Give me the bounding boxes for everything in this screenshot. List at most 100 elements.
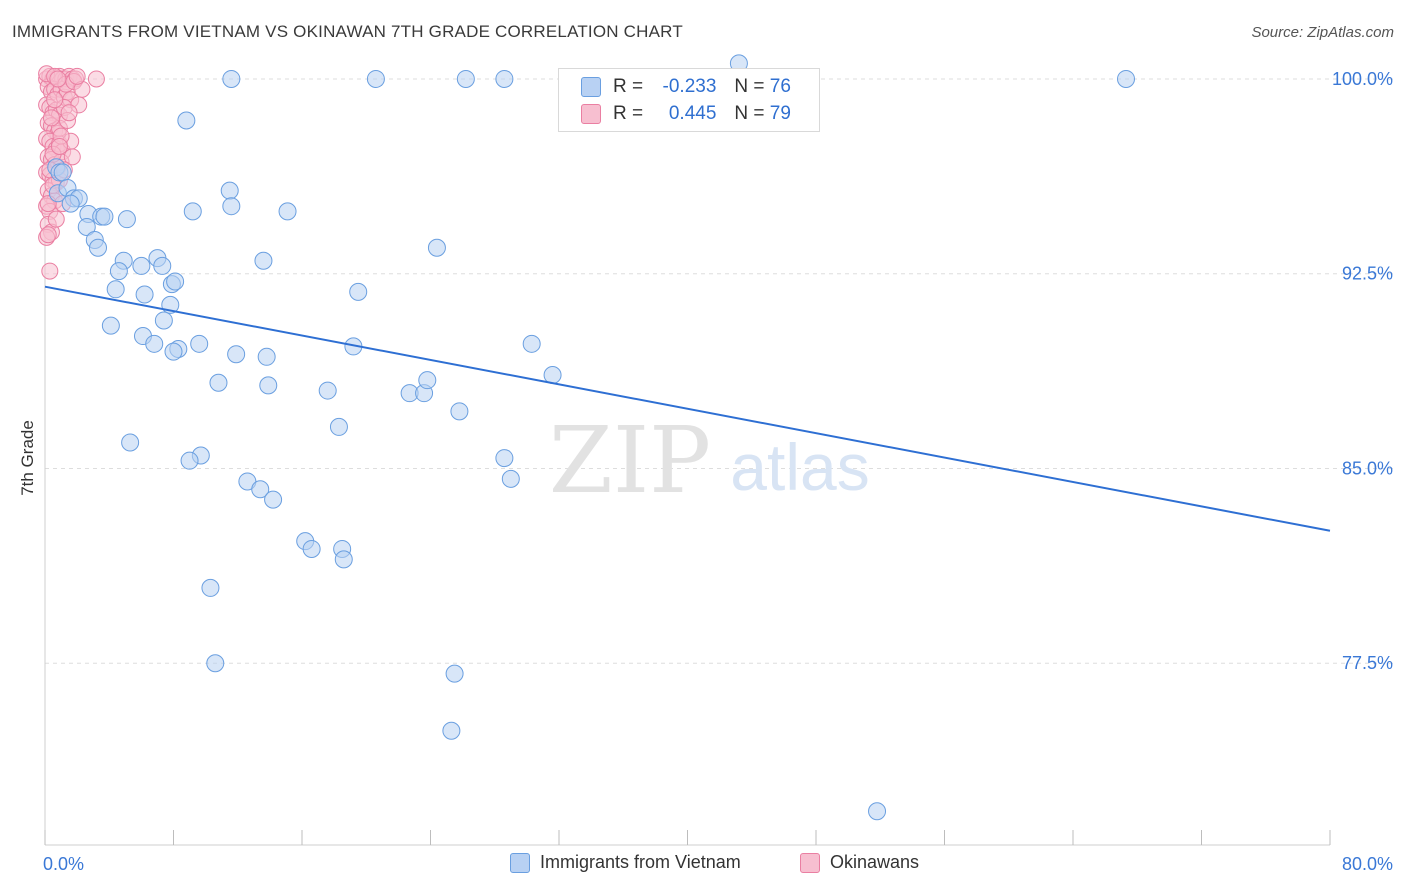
okinawans-r-value: 0.445 xyxy=(668,103,717,124)
r-label: R = xyxy=(613,103,644,124)
vietnam-point xyxy=(209,373,228,392)
y-tick-label: 77.5% xyxy=(1342,653,1393,673)
watermark-atlas: atlas xyxy=(730,430,869,504)
y-tick-label: 92.5% xyxy=(1342,264,1393,284)
vietnam-points xyxy=(47,54,1136,821)
vietnam-point xyxy=(227,345,246,364)
okinawans-point xyxy=(46,91,64,109)
vietnam-point xyxy=(257,347,276,366)
vietnam-point xyxy=(222,69,241,88)
x-tick-label-max: 80.0% xyxy=(1342,854,1393,874)
vietnam-point xyxy=(318,381,337,400)
vietnam-point xyxy=(53,163,72,182)
vietnam-point xyxy=(254,251,273,270)
okinawans-point xyxy=(60,104,78,122)
vietnam-point xyxy=(418,371,437,390)
vietnam-point xyxy=(135,285,154,304)
vietnam-point xyxy=(117,210,136,229)
watermark-zip: ZIP xyxy=(549,407,711,514)
vietnam-point xyxy=(154,311,173,330)
vietnam-point xyxy=(366,69,385,88)
vietnam-point xyxy=(1117,69,1136,88)
vietnam-point xyxy=(456,69,475,88)
trendline-group xyxy=(44,285,1331,532)
vietnam-point xyxy=(166,272,185,291)
vietnam-point xyxy=(177,111,196,130)
vietnam-point xyxy=(495,69,514,88)
n-label: N = xyxy=(734,76,765,97)
okinawans-legend-swatch xyxy=(800,852,820,873)
okinawans-point xyxy=(47,210,65,228)
watermark: ZIP atlas xyxy=(549,407,870,514)
okinawans-point xyxy=(50,137,68,155)
okinawans-point xyxy=(41,262,59,280)
vietnam-point xyxy=(329,417,348,436)
vietnam-legend-label: Immigrants from Vietnam xyxy=(540,852,741,872)
okinawans-n-value: 79 xyxy=(769,103,791,124)
vietnam-point xyxy=(220,181,239,200)
gridlines xyxy=(45,78,1395,664)
chart-title: IMMIGRANTS FROM VIETNAM VS OKINAWAN 7TH … xyxy=(12,22,683,41)
vietnam-point xyxy=(278,202,297,221)
vietnam-point xyxy=(101,316,120,335)
legend-row-vietnam: R = -0.233 N = 76 xyxy=(581,75,791,99)
vietnam-point xyxy=(302,539,321,558)
vietnam-point xyxy=(77,217,96,236)
vietnam-point xyxy=(501,469,520,488)
vietnam-point xyxy=(259,376,278,395)
okinawans-point xyxy=(49,70,67,88)
vietnam-point xyxy=(264,490,283,509)
okinawans-point xyxy=(39,226,57,244)
okinawans-legend-label: Okinawans xyxy=(830,852,920,872)
okinawans-swatch xyxy=(581,104,601,124)
vietnam-point xyxy=(543,365,562,384)
vietnam-point xyxy=(222,197,241,216)
vietnam-point xyxy=(180,451,199,470)
vietnam-point xyxy=(145,334,164,353)
vietnam-point xyxy=(190,334,209,353)
y-tick-label: 85.0% xyxy=(1342,458,1393,478)
vietnam-point xyxy=(95,207,114,226)
vietnam-point xyxy=(445,664,464,683)
okinawans-point xyxy=(87,70,105,88)
okinawans-point xyxy=(68,67,86,85)
vietnam-point xyxy=(153,256,172,275)
vietnam-point xyxy=(89,238,108,257)
stats-legend: R = -0.233 N = 76 R = 0.445 N = 79 xyxy=(558,68,820,132)
vietnam-point xyxy=(334,550,353,569)
vietnam-legend-swatch xyxy=(510,852,530,873)
vietnam-point xyxy=(132,256,151,275)
n-label: N = xyxy=(734,103,765,124)
legend-row-okinawans: R = 0.445 N = 79 xyxy=(581,102,791,126)
vietnam-point xyxy=(61,194,80,213)
y-tick-label: 100.0% xyxy=(1332,69,1393,89)
vietnam-point xyxy=(121,433,140,452)
vietnam-point xyxy=(868,802,887,821)
vietnam-point xyxy=(450,402,469,421)
vietnam-r-value: -0.233 xyxy=(662,76,717,97)
okinawans-point xyxy=(63,148,81,166)
vietnam-n-value: 76 xyxy=(769,76,791,97)
vietnam-point xyxy=(183,202,202,221)
vietnam-point xyxy=(427,238,446,257)
vietnam-point xyxy=(109,262,128,281)
y-axis-label: 7th Grade xyxy=(18,420,37,496)
x-tick-label-min: 0.0% xyxy=(43,854,84,874)
vietnam-point xyxy=(495,449,514,468)
vietnam-point xyxy=(522,334,541,353)
vietnam-point xyxy=(164,342,183,361)
legend-item-vietnam: Immigrants from Vietnam xyxy=(510,852,741,873)
vietnam-point xyxy=(201,578,220,597)
vietnam-swatch xyxy=(581,77,601,97)
source-label: Source: ZipAtlas.com xyxy=(1251,24,1394,41)
vietnam-trendline xyxy=(44,285,1331,532)
vietnam-point xyxy=(442,721,461,740)
vietnam-point xyxy=(206,654,225,673)
r-label: R = xyxy=(613,76,644,97)
tick-labels: 77.5% 85.0% 92.5% 100.0% 0.0% 80.0% xyxy=(43,69,1393,874)
vietnam-point xyxy=(251,480,270,499)
okinawans-point xyxy=(42,109,60,127)
vietnam-point xyxy=(349,282,368,301)
legend-item-okinawans: Okinawans xyxy=(800,852,919,873)
